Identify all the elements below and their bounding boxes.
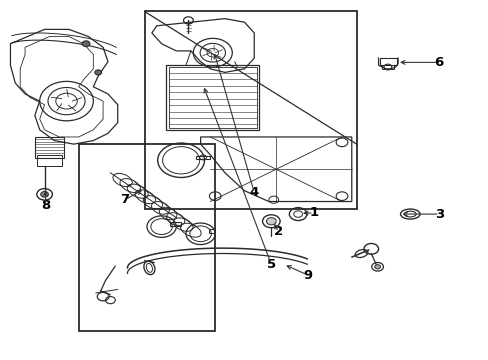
Bar — [144, 12, 356, 209]
Bar — [381, 65, 393, 69]
Circle shape — [41, 192, 48, 197]
Text: 6: 6 — [433, 56, 442, 69]
Circle shape — [374, 265, 380, 269]
Text: 7: 7 — [120, 193, 129, 206]
Text: 5: 5 — [266, 258, 275, 271]
Circle shape — [82, 41, 90, 46]
Bar — [166, 65, 259, 130]
Bar — [168, 67, 256, 128]
Bar — [195, 156, 210, 159]
Bar — [37, 155, 61, 166]
Circle shape — [95, 70, 102, 75]
Bar — [379, 58, 396, 65]
Bar — [35, 137, 64, 158]
Circle shape — [266, 218, 276, 225]
Bar — [79, 144, 215, 330]
Text: 9: 9 — [303, 269, 312, 282]
Text: 2: 2 — [273, 225, 283, 238]
Text: 3: 3 — [434, 208, 443, 221]
Bar — [209, 229, 215, 233]
Bar — [170, 222, 181, 226]
Text: 8: 8 — [41, 199, 50, 212]
Text: 1: 1 — [308, 207, 318, 220]
Text: 4: 4 — [249, 186, 258, 199]
